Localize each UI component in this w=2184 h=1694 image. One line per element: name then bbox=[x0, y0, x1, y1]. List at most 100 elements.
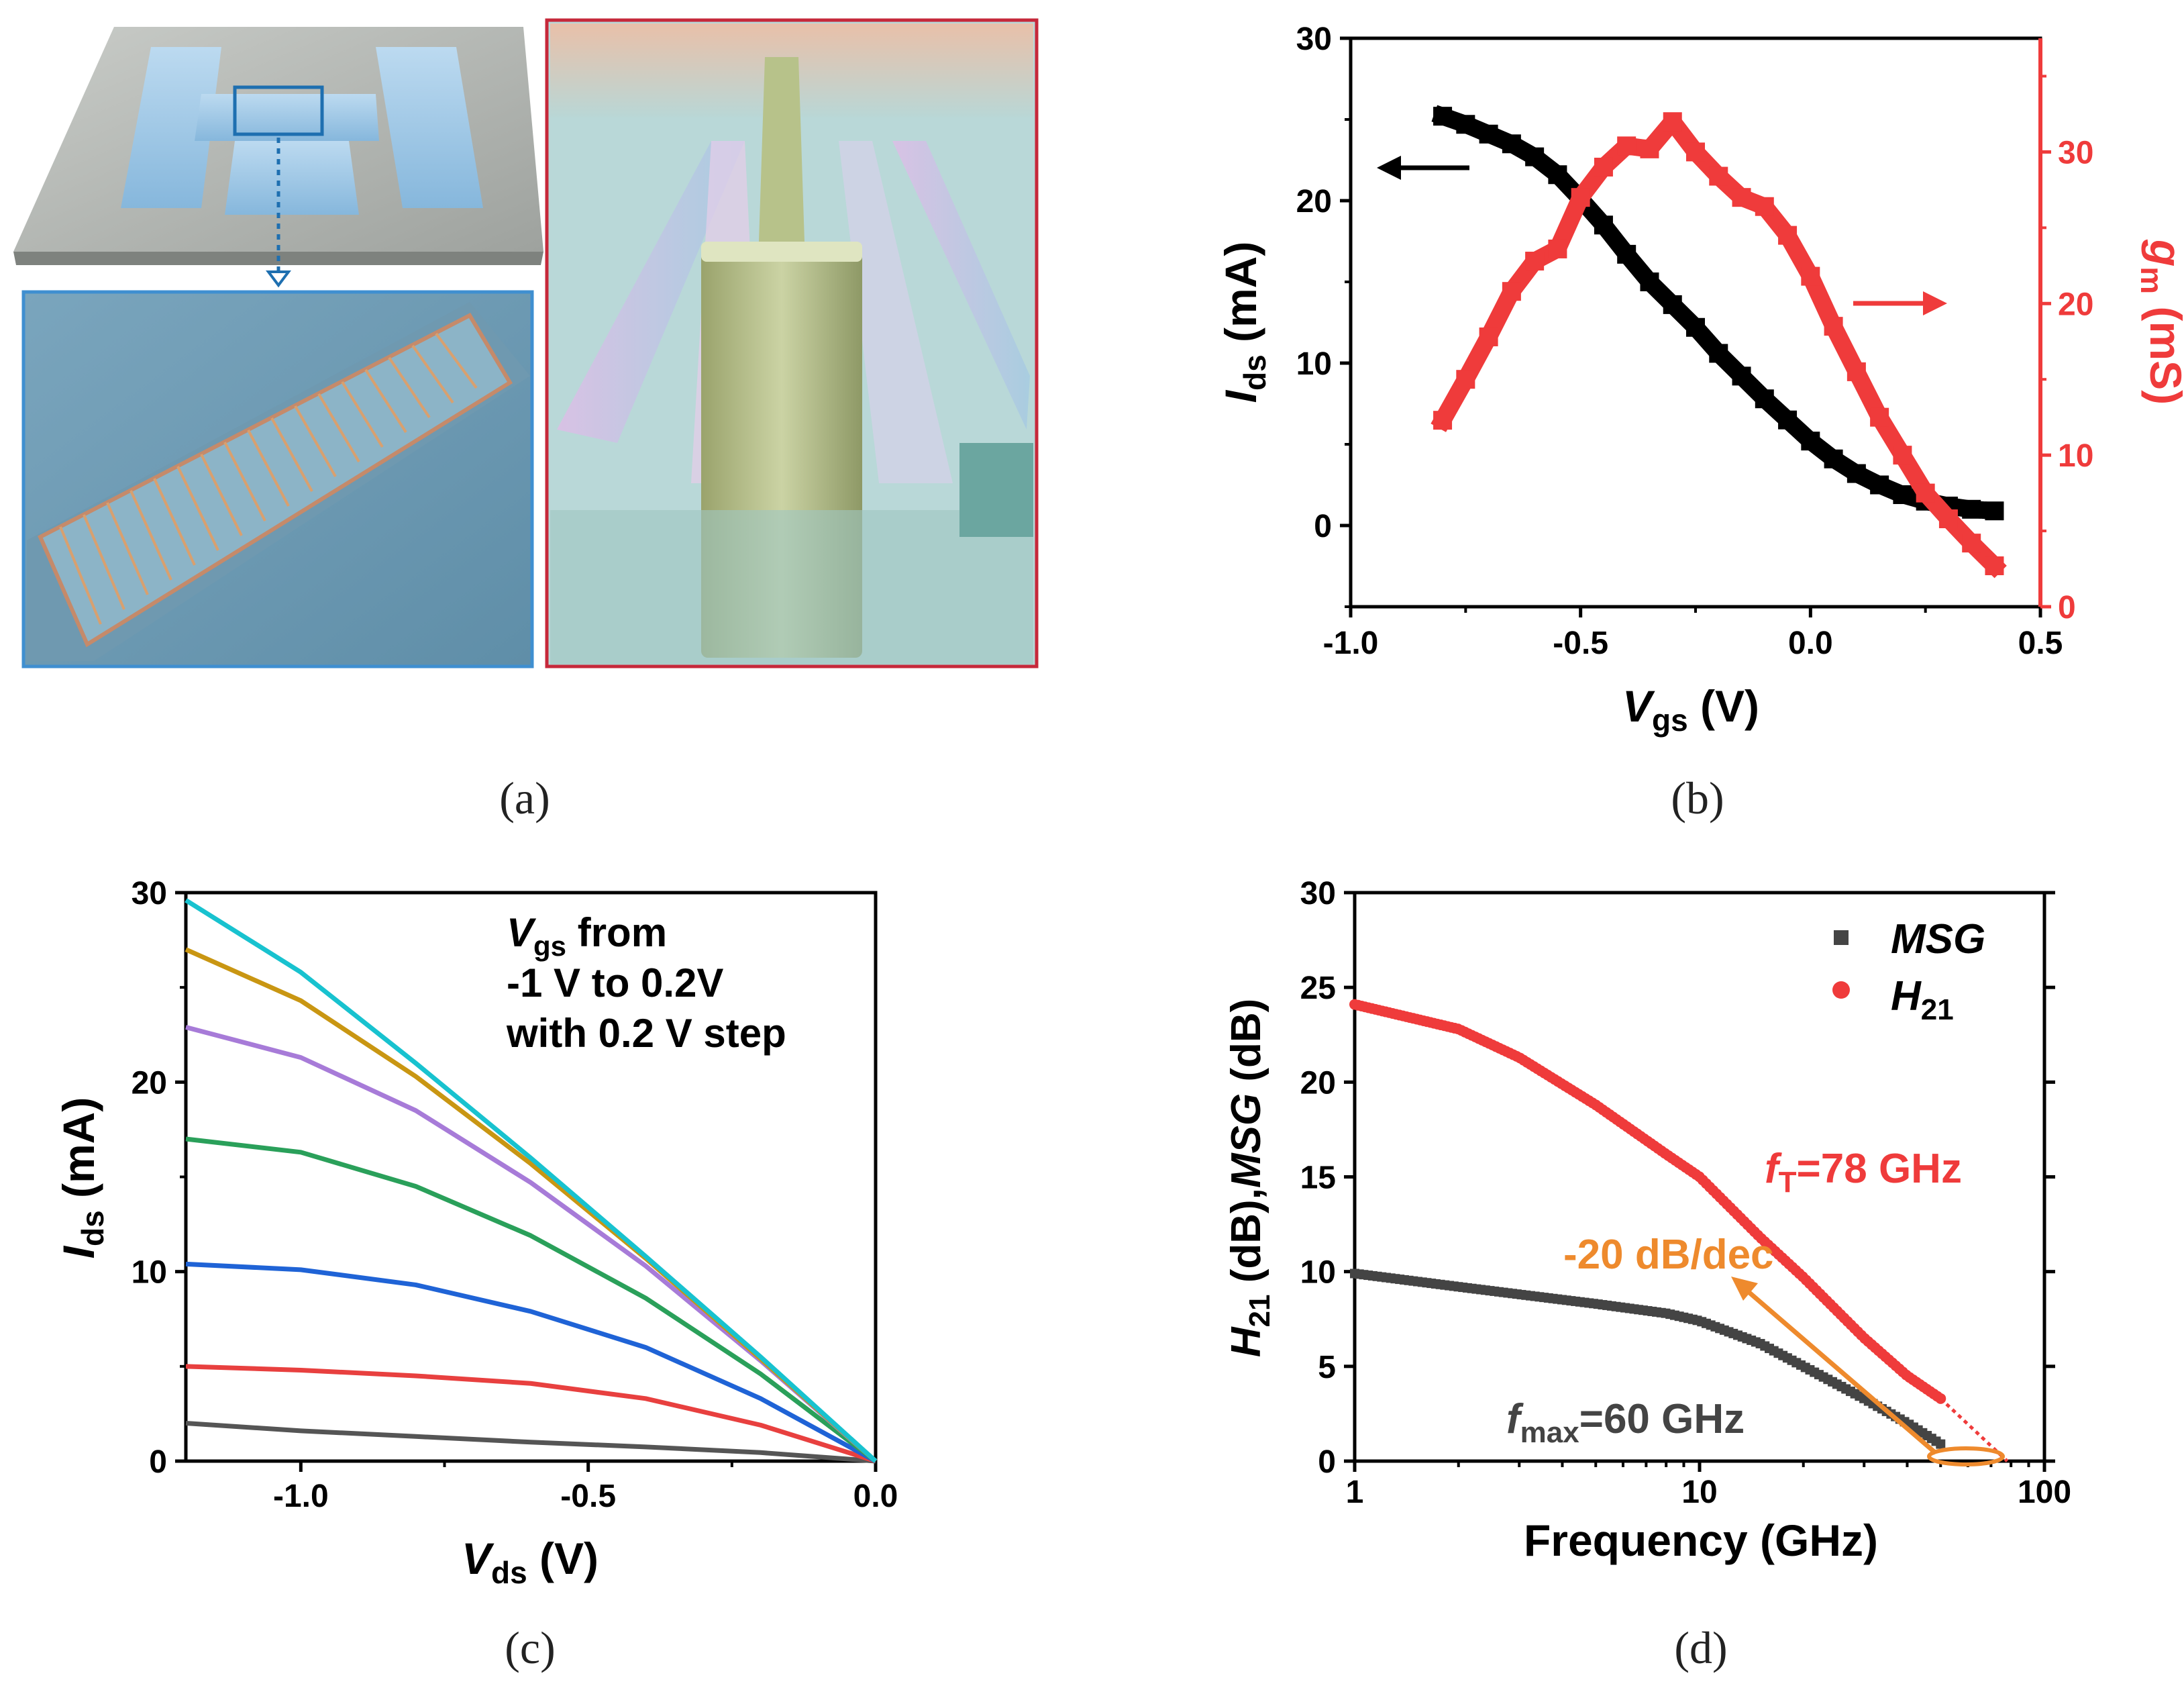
series-gm-point bbox=[1548, 239, 1567, 258]
series-gm-point bbox=[1778, 226, 1798, 245]
vgs-sweep-note: Vgs from -1 V to 0.2V with 0.2 V step bbox=[506, 910, 786, 1056]
series-gm-point bbox=[1617, 136, 1636, 156]
series-Ids-point bbox=[1663, 295, 1682, 314]
series-gm-point bbox=[1640, 139, 1659, 158]
x-tick-label-d: 1 bbox=[1346, 1475, 1364, 1510]
x-tick-label-d: 10 bbox=[1681, 1475, 1717, 1510]
svg-text:Ids (mA): Ids (mA) bbox=[1216, 242, 1272, 403]
series-gm-point bbox=[1594, 157, 1613, 177]
note-line1-rest: from bbox=[566, 910, 667, 955]
series-MSG-point bbox=[1936, 1439, 1946, 1449]
series-Vgs=-0.2V-curve bbox=[185, 1025, 878, 1463]
x-tick-label-b: 0.5 bbox=[2018, 626, 2063, 661]
axis-label-y-right-b: gm (mS) bbox=[2134, 239, 2184, 405]
series-gm-point bbox=[1709, 166, 1728, 186]
svg-text:Vds (V): Vds (V) bbox=[462, 1534, 599, 1590]
axis-ticks-c: -1.0 -0.5 0.0 0 10 20 30 bbox=[132, 876, 898, 1514]
series-gm-point bbox=[1502, 282, 1521, 301]
axis-label-y-left-b: Ids (mA) bbox=[1216, 242, 1272, 403]
series-Vgs=-1.0V-curve bbox=[185, 1421, 876, 1464]
note-line1-sub: gs bbox=[533, 930, 566, 962]
x-tick-label-c: -0.5 bbox=[560, 1479, 616, 1514]
y-tick-label-d: 20 bbox=[1300, 1065, 1336, 1101]
series-gm-point bbox=[1893, 446, 1912, 465]
series-Ids-point bbox=[1709, 344, 1728, 363]
svg-text:gm (mS): gm (mS) bbox=[2134, 239, 2184, 405]
series-Ids-point bbox=[1801, 432, 1820, 451]
series-gm-point bbox=[1732, 188, 1751, 207]
legend-msg-label: MSG bbox=[1891, 916, 1985, 962]
series-gm-point bbox=[1525, 252, 1545, 271]
series-Ids-point bbox=[1962, 499, 1981, 519]
axis-label-x-c: Vds (V) bbox=[462, 1534, 599, 1590]
fin-gate-image bbox=[545, 18, 1039, 668]
caption-a: (a) bbox=[499, 773, 550, 824]
series-gm-point bbox=[1847, 362, 1866, 381]
series-c bbox=[185, 898, 878, 1464]
ids-arrow bbox=[1377, 156, 1469, 180]
fmax-annotation: fmax=60 GHz bbox=[1506, 1396, 1745, 1449]
series-d bbox=[1349, 999, 2009, 1462]
series-Ids-point bbox=[1870, 475, 1889, 495]
y-right-tick-label-b: 0 bbox=[2058, 590, 2076, 626]
channel-zoom-image bbox=[21, 290, 534, 668]
series-b bbox=[1431, 105, 2007, 579]
legend-d: MSG H21 bbox=[1832, 916, 1985, 1026]
series-Ids-point bbox=[1732, 366, 1751, 386]
series-Ids-point bbox=[1525, 147, 1545, 166]
series-gm-point bbox=[1456, 370, 1475, 389]
slope-arrow bbox=[1731, 1277, 1938, 1455]
series-Ids-point bbox=[1433, 107, 1453, 126]
y-right-tick-label-b: 30 bbox=[2058, 135, 2093, 170]
series-Ids-point bbox=[1502, 134, 1521, 154]
x-tick-label-c: -1.0 bbox=[273, 1479, 329, 1514]
series-Ids-point bbox=[1640, 272, 1659, 291]
y-right-tick-label-b: 10 bbox=[2058, 438, 2093, 474]
device-overview-image bbox=[13, 27, 543, 288]
x-tick-label-b: -0.5 bbox=[1553, 626, 1608, 661]
series-Vgs=-0.4V-curve bbox=[185, 1136, 878, 1463]
series-Vgs=0.2V-curve bbox=[185, 898, 878, 1463]
series-gm-point bbox=[1938, 509, 1958, 528]
x-label-d: Frequency (GHz) bbox=[1524, 1515, 1878, 1565]
axis-ticks-d: 1 10 100 0 5 10 15 20 25 30 bbox=[1300, 876, 2071, 1510]
y-tick-label-d: 15 bbox=[1300, 1160, 1336, 1196]
series-Ids-point bbox=[1686, 317, 1705, 337]
series-gm-point bbox=[1985, 556, 2004, 576]
axis-label-x-d: Frequency (GHz) bbox=[1524, 1515, 1878, 1565]
ft-annotation: fT=78 GHz bbox=[1765, 1146, 1962, 1199]
y-tick-label-c: 30 bbox=[132, 876, 167, 911]
panel-c: -1.0 -0.5 0.0 0 10 20 30 Vds (V) Ids (mA) Vgs … bbox=[54, 876, 898, 1673]
caption-c: (c) bbox=[505, 1622, 555, 1673]
y-tick-label-d: 30 bbox=[1300, 876, 1336, 911]
series-Ids-point bbox=[1548, 165, 1567, 185]
series-gm-point bbox=[1916, 483, 1935, 503]
series-gm-point bbox=[1686, 142, 1705, 162]
series-gm-point bbox=[1479, 327, 1498, 346]
panel-a: (a) bbox=[13, 18, 1039, 824]
x-tick-label-b: 0.0 bbox=[1788, 626, 1833, 661]
y-tick-label-c: 0 bbox=[149, 1444, 167, 1480]
series-Ids-point bbox=[1456, 115, 1475, 134]
legend-msg-marker bbox=[1834, 930, 1849, 945]
svg-text:Vgs from: Vgs from bbox=[507, 910, 667, 962]
series-Ids-point bbox=[1594, 215, 1613, 235]
y-left-tick-label-b: 0 bbox=[1314, 509, 1332, 544]
note-line3: with 0.2 V step bbox=[506, 1011, 786, 1056]
x-tick-label-d: 100 bbox=[2018, 1475, 2071, 1510]
y-tick-label-d: 25 bbox=[1300, 970, 1336, 1006]
series-Vgs=-0.6V-curve bbox=[185, 1261, 877, 1464]
caption-d: (d) bbox=[1674, 1622, 1727, 1673]
legend-h21-marker bbox=[1832, 981, 1850, 999]
y-tick-label-d: 5 bbox=[1318, 1350, 1336, 1385]
series-Ids-point bbox=[1847, 464, 1866, 483]
series-Ids-point bbox=[1755, 389, 1774, 409]
x-tick-label-c: 0.0 bbox=[853, 1479, 898, 1514]
svg-text:H21 (dB),MSG (dB): H21 (dB),MSG (dB) bbox=[1223, 999, 1276, 1358]
series-Ids-point bbox=[1985, 501, 2004, 521]
axis-label-y-d: H21 (dB),MSG (dB) bbox=[1223, 999, 1276, 1358]
series-gm-point bbox=[1824, 317, 1843, 336]
y-tick-label-d: 10 bbox=[1300, 1255, 1336, 1291]
caption-b: (b) bbox=[1671, 773, 1724, 824]
